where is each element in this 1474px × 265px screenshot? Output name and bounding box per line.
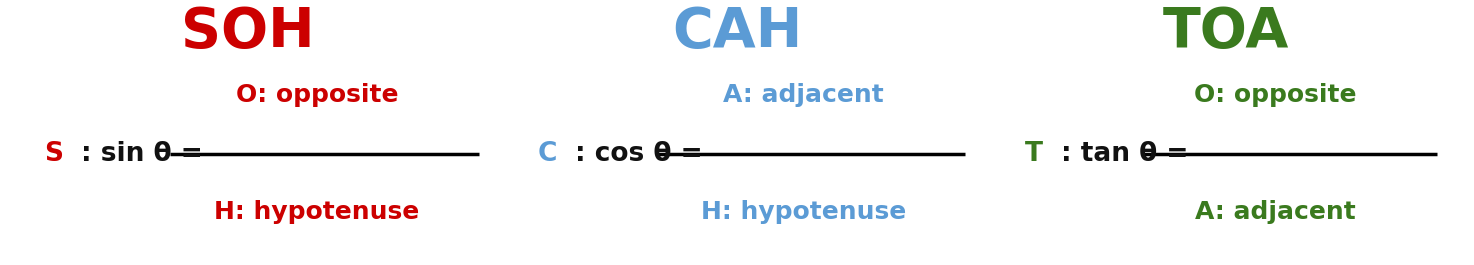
Text: T: T <box>1024 141 1042 167</box>
Text: C: C <box>538 141 557 167</box>
Text: A: adjacent: A: adjacent <box>1194 200 1356 224</box>
Text: S: S <box>44 141 63 167</box>
Text: H: hypotenuse: H: hypotenuse <box>214 200 420 224</box>
Text: CAH: CAH <box>672 5 802 59</box>
Text: : sin θ =: : sin θ = <box>81 141 203 167</box>
Text: O: opposite: O: opposite <box>236 83 398 107</box>
Text: H: hypotenuse: H: hypotenuse <box>700 200 907 224</box>
Text: O: opposite: O: opposite <box>1194 83 1356 107</box>
Text: SOH: SOH <box>181 5 314 59</box>
Text: A: adjacent: A: adjacent <box>722 83 884 107</box>
Text: : cos θ =: : cos θ = <box>575 141 703 167</box>
Text: TOA: TOA <box>1163 5 1290 59</box>
Text: : tan θ =: : tan θ = <box>1061 141 1188 167</box>
